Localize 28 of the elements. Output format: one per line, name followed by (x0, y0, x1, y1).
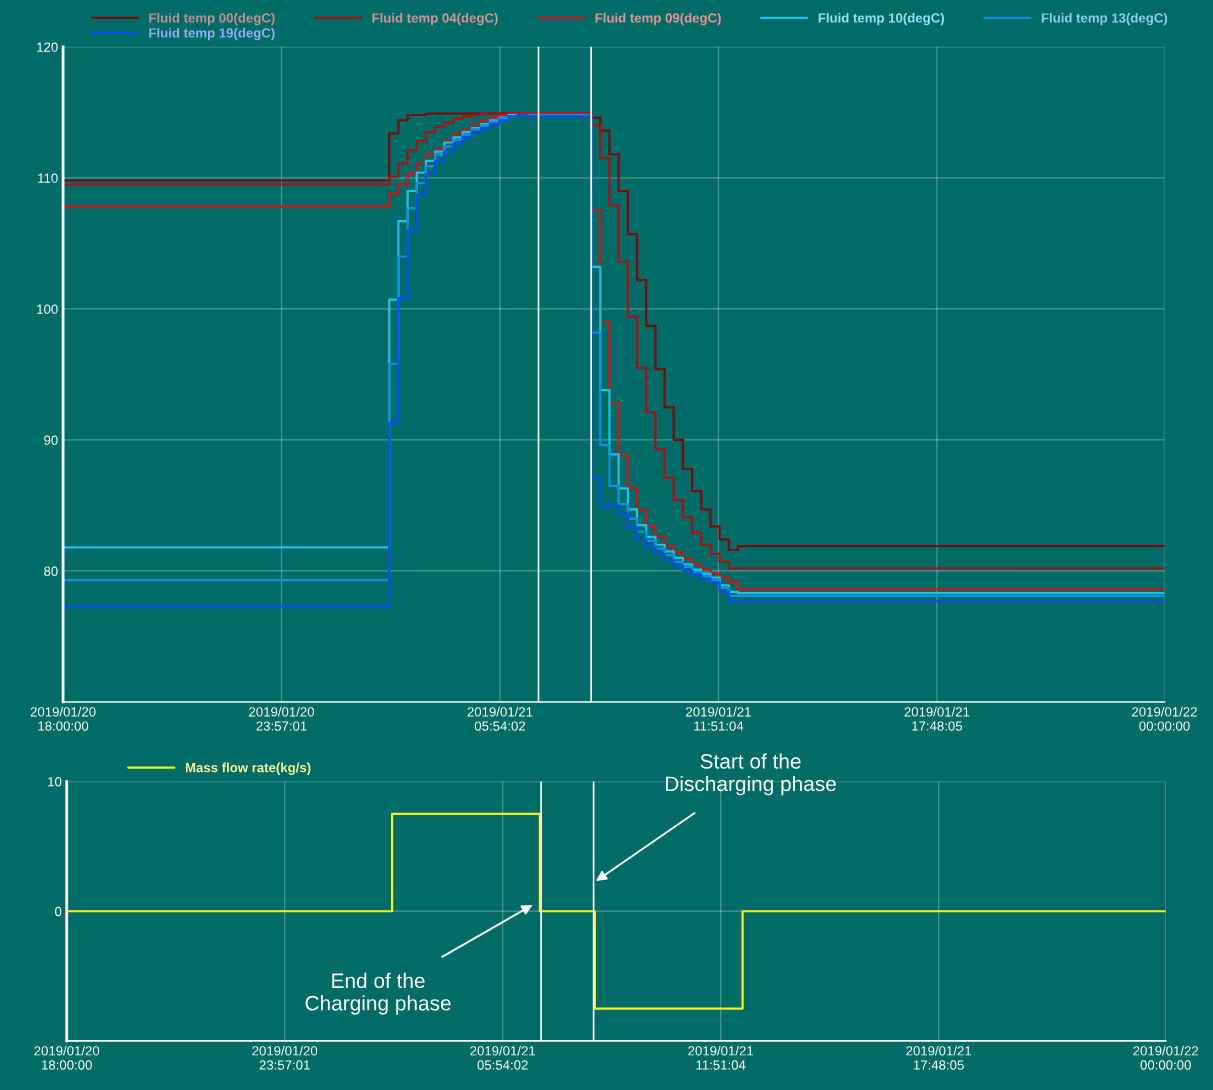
legend-label: Fluid temp 10(degC) (818, 12, 944, 26)
x-tick-label: 2019/01/20 18:00:00 (34, 1045, 100, 1070)
x-tick-label: 2019/01/20 23:57:01 (252, 1045, 318, 1070)
y-tick-label: 80 (44, 566, 58, 576)
legend-label: Fluid temp 04(degC) (372, 12, 498, 26)
x-tick-label: 2019/01/21 11:51:04 (688, 1045, 754, 1070)
legend-label: Fluid temp 09(degC) (595, 12, 721, 26)
x-tick-label: 2019/01/22 00:00:00 (1132, 706, 1197, 731)
x-tick-label: 2019/01/21 05:54:02 (467, 706, 533, 731)
y-tick-label: 100 (37, 304, 58, 314)
x-tick-label: 2019/01/21 05:54:02 (470, 1045, 536, 1070)
y-tick-label: 120 (37, 42, 58, 52)
y-tick-label: 10 (48, 777, 62, 787)
y-tick-label: 0 (55, 906, 62, 917)
annotation: End of the Charging phase (305, 972, 451, 1015)
x-tick-label: 2019/01/21 17:48:05 (906, 1045, 971, 1070)
legend-label: Fluid temp 00(degC) (149, 12, 275, 26)
legend-label: Mass flow rate(kg/s) (185, 762, 311, 775)
legend-label: Fluid temp 13(degC) (1041, 12, 1168, 26)
x-tick-label: 2019/01/20 23:57:01 (249, 706, 315, 731)
y-tick-label: 90 (44, 435, 58, 445)
x-tick-label: 2019/01/21 11:51:04 (686, 706, 751, 731)
annotation: Start of the Discharging phase (665, 753, 836, 796)
x-tick-label: 2019/01/22 00:00:00 (1133, 1045, 1199, 1070)
y-tick-label: 110 (38, 173, 58, 183)
legend-label: Fluid temp 19(degC) (149, 27, 275, 41)
x-tick-label: 2019/01/21 17:48:05 (904, 706, 970, 731)
x-tick-label: 2019/01/20 18:00:00 (30, 706, 96, 731)
